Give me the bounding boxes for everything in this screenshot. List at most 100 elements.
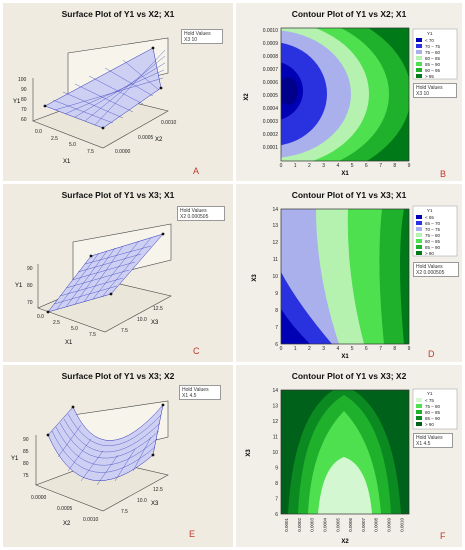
- panel-a-ylabel: X2: [155, 137, 163, 143]
- panel-b: Contour Plot of Y1 vs X2; X1 0 1 2 3 4 5…: [236, 3, 462, 181]
- panel-f-legend-swatch-2: [416, 410, 422, 414]
- panel-b-letter: B: [440, 169, 447, 179]
- panel-d-x-tick-0: 0: [280, 346, 283, 352]
- panel-e-surface: [47, 404, 164, 481]
- panel-f: Contour Plot of Y1 vs X3; X2 0.0001 0.00…: [236, 365, 462, 547]
- panel-c-ylabel: X3: [151, 320, 159, 326]
- panel-a-xlabel: X1: [63, 159, 71, 165]
- panel-a-zlabel: Y1: [13, 99, 21, 105]
- panel-a-corner-markers: [43, 46, 163, 130]
- panel-b-legend-swatch-4: [416, 62, 422, 66]
- panel-c-hold-line: X2 0.000505: [180, 214, 209, 220]
- panel-b-x-tick-2: 2: [308, 163, 311, 169]
- panel-f-x-tick-5: 0.0006: [348, 518, 353, 532]
- panel-d-y-tick-1: 7: [275, 325, 278, 331]
- panel-e-y-tick-0: 7.5: [121, 509, 128, 515]
- panel-d-legend-swatch-1: [416, 221, 422, 225]
- panel-b-hold-line: X3 10: [416, 91, 430, 97]
- panel-b-x-tick-3: 3: [322, 163, 325, 169]
- panel-f-hold-values: Hold Values X1 4.5: [413, 433, 453, 448]
- panel-a-title: Surface Plot of Y1 vs X2; X1: [61, 9, 175, 19]
- panel-a-y-tick-0: 0.0000: [115, 149, 131, 155]
- panel-d-y-tick-4: 10: [272, 274, 278, 280]
- panel-a-x-tick-2: 5.0: [69, 142, 76, 148]
- panel-e-x-tick-0: 0.0000: [31, 495, 47, 501]
- panel-f-y-tick-6: 12: [272, 419, 278, 425]
- panel-a-x-ticks: 0.0 2.5 5.0 7.5: [35, 129, 94, 155]
- panel-a-hold-header: Hold Values: [184, 31, 211, 37]
- panel-d-x-tick-2: 2: [308, 346, 311, 352]
- panel-d-legend-swatch-2: [416, 227, 422, 231]
- panel-b-legend-swatch-5: [416, 68, 422, 72]
- panel-f-y-tick-2: 8: [275, 481, 278, 487]
- panel-b-legend-label-2: 75 – 80: [425, 50, 441, 55]
- panel-a-letter: A: [193, 166, 200, 176]
- panel-d-hold-header: Hold Values: [416, 264, 443, 270]
- panel-c-x-tick-2: 5.0: [71, 326, 78, 332]
- panel-f-legend-swatch-3: [416, 416, 422, 420]
- panel-d-legend: Y1 < 65 65 – 70 70 – 75 75 – 80 80 – 85 …: [412, 205, 458, 257]
- panel-d-x-ticks: 0 1 2 3 4 5 6 7 8 9: [280, 346, 411, 352]
- panel-d-contour-fills: [281, 209, 409, 344]
- panel-f-legend-swatch-4: [416, 422, 422, 426]
- panel-b-hold-header: Hold Values: [416, 85, 443, 91]
- panel-e-z-ticks: 75 80 85 90: [23, 437, 29, 479]
- panel-b-plot-frame: [280, 27, 410, 162]
- panel-e-x-tick-2: 0.0010: [83, 517, 99, 523]
- panel-e-hold-values: Hold Values X1 4.5: [179, 385, 221, 400]
- panel-b-x-tick-1: 1: [294, 163, 297, 169]
- panel-b-legend-swatch-6: [416, 74, 422, 78]
- panel-f-y-tick-7: 13: [272, 404, 278, 410]
- panel-a-z-tick-3: 90: [21, 87, 27, 93]
- panel-d-xlabel: X1: [341, 354, 349, 360]
- panel-f-hold-line: X1 4.5: [416, 441, 431, 447]
- panel-d: Contour Plot of Y1 vs X3; X1 0 1 2 3 4 5…: [236, 184, 462, 362]
- panel-a-hold-values: Hold Values X3 10: [181, 29, 223, 44]
- panel-f-x-tick-3: 0.0004: [323, 518, 328, 532]
- panel-d-y-ticks: 6 7 8 9 10 11 12 13 14: [272, 207, 278, 348]
- panel-d-x-tick-6: 6: [365, 346, 368, 352]
- panel-f-legend-label-2: 80 – 85: [425, 410, 441, 415]
- panel-f-x-tick-1: 0.0002: [297, 518, 302, 532]
- panel-e-corner-markers: [46, 403, 165, 457]
- panel-d-y-tick-2: 8: [275, 308, 278, 314]
- panel-f-hold-header: Hold Values: [416, 435, 443, 441]
- panel-b-x-tick-0: 0: [280, 163, 283, 169]
- panel-d-contour-plot: 0 1 2 3 4 5 6 7 8 9 6 7 8 9 10 11 12 13 …: [252, 205, 458, 360]
- panel-c-y-tick-2: 12.5: [153, 306, 163, 312]
- panel-d-legend-label-6: > 90: [425, 251, 434, 256]
- panel-c-corner-markers: [46, 232, 165, 314]
- panel-e-z-tick-3: 90: [23, 437, 29, 443]
- panel-b-y-tick-0: 0.0001: [263, 145, 279, 151]
- panel-e-xlabel: X2: [63, 521, 71, 527]
- panel-b-x-tick-4: 4: [337, 163, 340, 169]
- panel-f-y-tick-3: 9: [275, 466, 278, 472]
- panel-a-y-tick-2: 0.0010: [161, 120, 177, 126]
- panel-b-legend: Y1 < 70 70 – 75 75 – 80 80 – 85 85 – 90 …: [412, 28, 458, 80]
- panel-a-x-tick-1: 2.5: [51, 136, 58, 142]
- panel-c-hold-header: Hold Values: [180, 208, 207, 214]
- panel-e-y-ticks: 7.5 10.0 12.5: [121, 487, 163, 515]
- panel-d-hold-values: Hold Values X2 0.000505: [413, 262, 459, 277]
- panel-e-z-tick-1: 80: [23, 461, 29, 467]
- panel-d-letter: D: [428, 349, 435, 359]
- panel-c-zlabel: Y1: [15, 283, 23, 289]
- panel-b-legend-swatch-3: [416, 56, 422, 60]
- panel-b-y-tick-9: 0.0010: [263, 28, 279, 34]
- panel-d-plot-frame: [280, 208, 410, 345]
- panel-c-y-tick-1: 10.0: [137, 317, 147, 323]
- panel-b-legend-label-0: < 70: [425, 38, 434, 43]
- panel-f-contour-fills: [281, 390, 409, 514]
- panel-f-legend: Y1 < 75 75 – 80 80 – 85 85 – 90 > 90: [412, 388, 458, 430]
- panel-f-xlabel: X2: [341, 539, 349, 545]
- panel-f-legend-label-0: < 75: [425, 398, 434, 403]
- panel-b-y-tick-3: 0.0004: [263, 106, 279, 112]
- panel-e-z-tick-2: 85: [23, 449, 29, 455]
- panel-d-legend-swatch-6: [416, 251, 422, 255]
- panel-b-y-tick-8: 0.0009: [263, 41, 279, 47]
- panel-f-x-tick-8: 0.0009: [387, 518, 392, 532]
- panel-f-y-tick-4: 10: [272, 450, 278, 456]
- panel-c-x-ticks: 0.0 2.5 5.0 7.5: [37, 314, 96, 338]
- panel-f-x-tick-4: 0.0005: [335, 518, 340, 532]
- panel-b-title: Contour Plot of Y1 vs X2; X1: [291, 9, 407, 19]
